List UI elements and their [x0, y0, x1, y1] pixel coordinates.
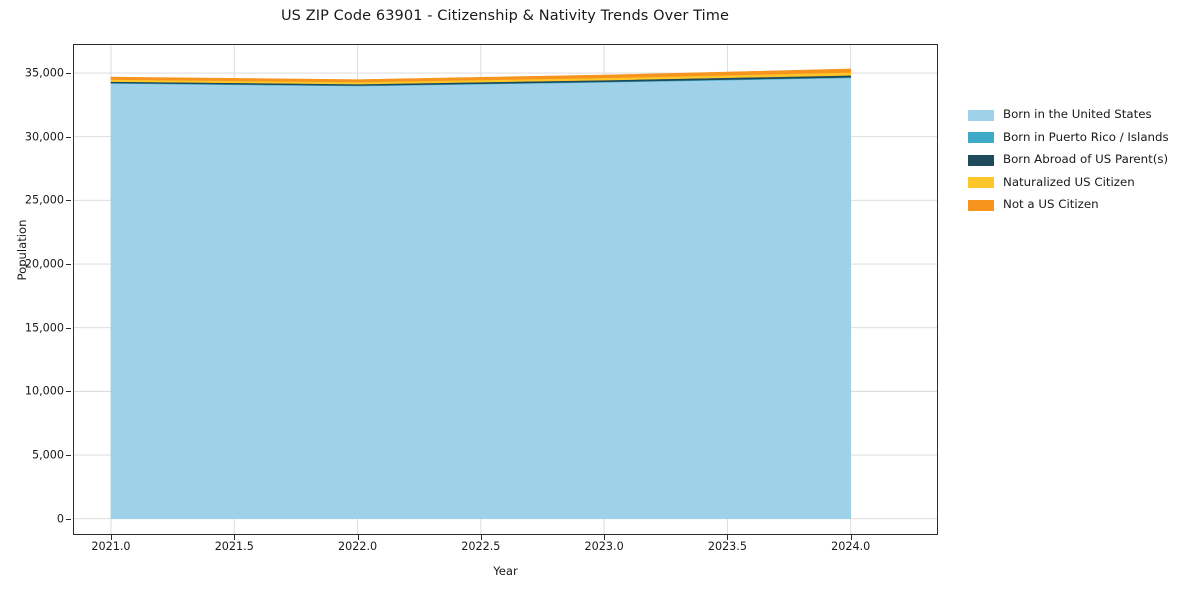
- y-tick-label: 35,000: [24, 66, 64, 80]
- x-tick-mark: [234, 535, 236, 540]
- area-band-4: [110, 68, 851, 83]
- x-tick-label: 2023.5: [707, 540, 747, 553]
- legend-item-1[interactable]: Born in Puerto Rico / Islands: [968, 127, 1184, 150]
- legend-swatch-icon: [968, 177, 994, 189]
- y-tick-label: 0: [56, 512, 64, 526]
- x-tick-label: 2021.0: [91, 540, 131, 553]
- legend-item-label: Born Abroad of US Parent(s): [1003, 152, 1169, 167]
- legend-item-3[interactable]: Naturalized US Citizen: [968, 172, 1184, 195]
- x-tick-mark: [727, 535, 729, 540]
- area-band-0: [110, 77, 851, 520]
- x-tick-label: 2024.0: [831, 540, 871, 553]
- legend-item-label: Not a US Citizen: [1003, 197, 1099, 212]
- y-tick-label: 10,000: [24, 384, 64, 398]
- y-tick-mark: [66, 518, 71, 520]
- legend-swatch-icon: [968, 199, 994, 211]
- y-axis-tick-marks: [0, 44, 73, 535]
- x-tick-mark: [604, 535, 606, 540]
- y-tick-mark: [66, 391, 71, 393]
- y-tick-mark: [66, 455, 71, 457]
- x-tick-mark: [850, 535, 852, 540]
- y-tick-mark: [66, 264, 71, 266]
- x-tick-mark: [357, 535, 359, 540]
- y-tick-mark: [66, 73, 71, 75]
- y-tick-label: 30,000: [24, 130, 64, 144]
- x-tick-label: 2022.0: [337, 540, 378, 553]
- legend-item-label: Naturalized US Citizen: [1003, 174, 1135, 189]
- y-tick-mark: [66, 200, 71, 202]
- legend-item-0[interactable]: Born in the United States: [968, 104, 1184, 127]
- y-tick-label: 20,000: [24, 257, 64, 271]
- x-tick-label: 2022.5: [461, 540, 501, 553]
- legend-item-label: Born in the United States: [1003, 107, 1152, 122]
- x-tick-mark: [480, 535, 482, 540]
- legend-item-4[interactable]: Not a US Citizen: [968, 194, 1184, 217]
- x-tick-label: 2023.0: [584, 540, 624, 553]
- x-tick-label: 2021.5: [214, 540, 254, 553]
- y-tick-label: 15,000: [24, 321, 64, 335]
- x-axis-tick-labels: 2021.0 2021.5 2022.0 2022.5 2023.0 2023.5 2024…: [73, 540, 938, 560]
- stacked-area-plot: [74, 45, 937, 534]
- legend-swatch-icon: [968, 154, 994, 166]
- y-tick-mark: [66, 327, 71, 329]
- page-title: US ZIP Code 63901 - Citizenship & Nativi…: [280, 8, 730, 24]
- y-tick-label: 5,000: [31, 448, 64, 462]
- x-tick-mark: [110, 535, 112, 540]
- y-axis-tick-labels: 0 5,000 10,000 15,000 20,000 25,000 30,000 35,0…: [0, 44, 64, 535]
- x-axis-tick-marks: [73, 535, 938, 541]
- y-tick-mark: [66, 136, 71, 138]
- legend-item-label: Born in Puerto Rico / Islands: [1003, 129, 1169, 144]
- legend-item-2[interactable]: Born Abroad of US Parent(s): [968, 149, 1184, 172]
- chart-legend: Born in the United States Born in Puerto …: [968, 104, 1184, 217]
- legend-swatch-icon: [968, 132, 994, 144]
- x-axis-title: Year: [493, 564, 518, 578]
- y-tick-label: 25,000: [24, 193, 64, 207]
- legend-swatch-icon: [968, 109, 994, 121]
- plot-area: [73, 44, 938, 535]
